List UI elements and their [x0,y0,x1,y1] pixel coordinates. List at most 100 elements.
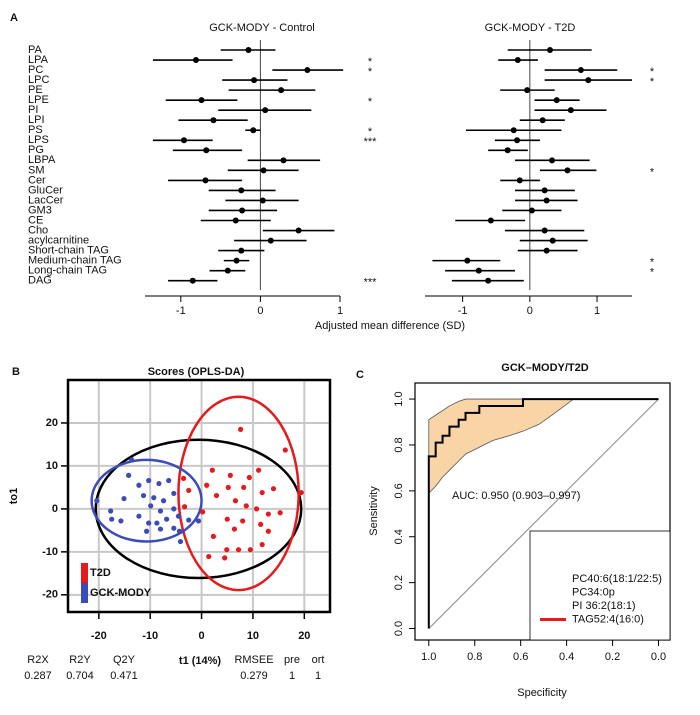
score-point [238,426,244,433]
significance: *** [364,136,378,148]
score-point [171,506,177,512]
estimate-dot [295,227,302,234]
estimate-dot [210,117,217,124]
category-label: Cho [28,224,48,236]
y-tick-label: 0.6 [393,483,405,498]
x-tick-label: 0 [257,305,263,317]
estimate-dot [564,167,571,174]
score-point [243,503,249,509]
estimate-dot [203,147,210,154]
estimate-dot [549,237,556,244]
score-point [222,555,228,561]
panel-label: B [12,366,20,378]
score-point [255,467,262,473]
x-tick-label: 1 [594,305,600,317]
category-label: LPA [28,54,49,66]
category-label: PC [28,64,43,76]
legend-label: T2D [90,567,111,579]
estimate-dot [543,247,550,254]
y-tick-label: 10 [46,460,58,472]
score-point [209,467,215,473]
score-point [298,489,304,496]
estimate-dot [189,277,196,284]
x-axis-title: Specificity [517,687,567,699]
stat-value: 0.471 [110,670,138,682]
roc-curve [427,398,659,629]
x-tick-label: 0.0 [651,651,666,663]
x-tick-label: 20 [298,630,310,642]
score-point [270,486,277,492]
x-axis-title: Adjusted mean difference (SD) [315,320,465,332]
estimate-dot [553,97,560,104]
auc-annotation: AUC: 0.950 (0.903–0.997) [452,490,580,502]
score-point [258,521,264,527]
category-label: PA [28,44,43,56]
score-point [210,533,216,539]
significance: * [368,56,373,68]
category-label: SM [28,164,45,176]
estimate-dot [567,107,574,114]
score-point [109,516,115,522]
category-label: PE [28,84,43,96]
score-point [177,538,184,545]
y-tick-label: -10 [42,546,58,558]
y-tick-label: 0.8 [393,437,405,452]
stat-label: pre [284,654,300,666]
category-label: PI [28,104,38,116]
panel-label: A [10,12,18,24]
estimate-dot [585,77,592,84]
score-point [180,475,187,481]
score-point [206,553,212,560]
x-tick-label: -10 [142,630,158,642]
score-point [259,541,265,548]
estimate-dot [524,87,531,94]
estimate-dot [485,277,492,284]
confidence-ellipse [94,438,303,580]
score-point [121,495,127,502]
score-point [154,520,160,526]
plot-frame [66,378,332,614]
estimate-dot [233,257,240,264]
score-point [136,482,142,488]
category-label: LPI [28,114,45,126]
x-tick-label: 0 [527,305,533,317]
y-tick-label: -20 [42,589,58,601]
panel-title: GCK-MODY - Control [209,22,315,34]
stat-value: 0.287 [24,670,52,682]
score-point [140,492,147,499]
significance: * [650,257,655,269]
estimate-dot [278,87,285,94]
score-point [213,492,220,499]
y-tick-label: 0.4 [393,529,405,544]
estimate-dot [547,47,554,53]
x-tick-label: 1 [337,305,343,317]
category-label: PG [28,144,44,156]
category-label: acylcarnitine [28,234,89,246]
score-point [224,547,230,553]
score-point [277,510,283,516]
estimate-dot [514,57,521,64]
score-point [129,457,135,463]
estimate-dot [238,187,245,194]
estimate-dot [541,187,548,194]
estimate-dot [224,267,231,274]
panel-title: GCK-MODY - T2D [485,22,576,34]
x-axis-title: t1 (14%) [179,655,222,667]
score-point [231,526,238,532]
y-axis-title: Sensitivity [368,486,380,536]
score-point [136,513,142,519]
legend-box [529,530,671,641]
score-point [171,490,177,497]
score-point [160,498,167,504]
estimate-dot [504,147,511,154]
estimate-dot [232,217,239,224]
score-point [146,520,152,526]
significance: * [650,166,655,178]
chart-title: Scores (OPLS-DA) [148,366,245,378]
estimate-dot [259,197,266,204]
category-label: Long-chain TAG [28,265,107,277]
estimate-dot [514,137,521,144]
confidence-band [428,398,575,495]
stat-value: 1 [315,670,321,682]
